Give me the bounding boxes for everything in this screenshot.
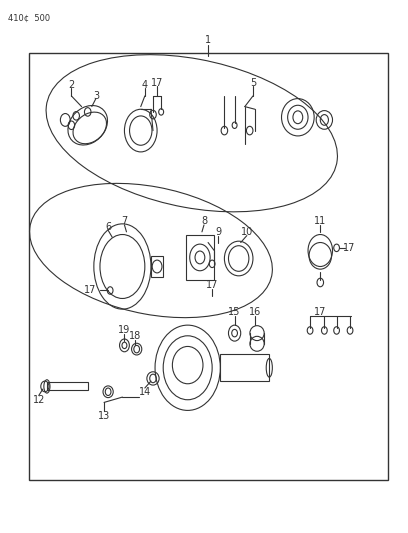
Text: 19: 19 <box>118 326 131 335</box>
Text: 17: 17 <box>151 78 163 87</box>
Bar <box>220 354 269 381</box>
Text: 17: 17 <box>343 243 355 253</box>
Text: 6: 6 <box>105 222 111 231</box>
Text: 17: 17 <box>84 286 96 295</box>
Text: 11: 11 <box>314 216 326 226</box>
Text: 5: 5 <box>250 78 256 87</box>
Text: 9: 9 <box>215 227 222 237</box>
Text: 15: 15 <box>228 307 241 317</box>
Text: 18: 18 <box>129 331 141 341</box>
Text: 14: 14 <box>139 387 151 397</box>
Text: 8: 8 <box>201 216 207 226</box>
Text: 4: 4 <box>142 80 148 90</box>
Text: 7: 7 <box>121 216 128 226</box>
Text: 12: 12 <box>33 395 45 405</box>
Bar <box>186 235 214 280</box>
Text: 3: 3 <box>93 91 99 101</box>
Bar <box>47 382 88 390</box>
Text: 2: 2 <box>68 80 75 90</box>
Text: 13: 13 <box>98 411 110 421</box>
Text: 10: 10 <box>241 227 253 237</box>
Text: 410¢  500: 410¢ 500 <box>8 13 50 22</box>
Bar <box>151 256 163 277</box>
Text: 1: 1 <box>205 35 211 45</box>
Bar <box>29 53 388 480</box>
Text: 17: 17 <box>314 307 326 317</box>
Text: 16: 16 <box>249 307 261 317</box>
Text: 17: 17 <box>206 280 218 290</box>
